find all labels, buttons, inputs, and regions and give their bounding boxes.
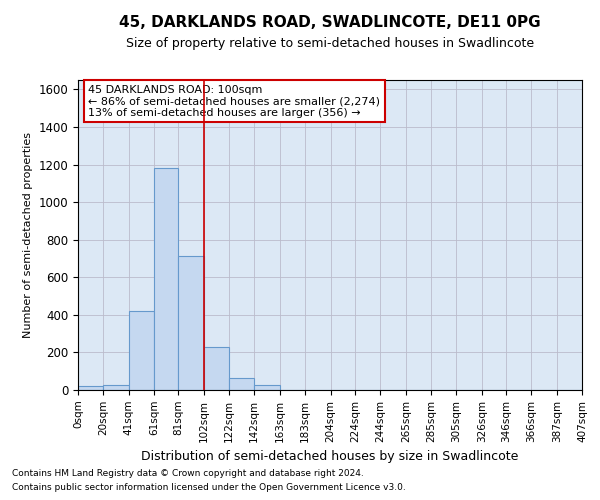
Bar <box>78 386 103 390</box>
Bar <box>103 386 129 390</box>
Text: Contains public sector information licensed under the Open Government Licence v3: Contains public sector information licen… <box>12 484 406 492</box>
Bar <box>129 311 154 390</box>
Bar <box>229 378 254 390</box>
X-axis label: Distribution of semi-detached houses by size in Swadlincote: Distribution of semi-detached houses by … <box>142 450 518 463</box>
Text: 45, DARKLANDS ROAD, SWADLINCOTE, DE11 0PG: 45, DARKLANDS ROAD, SWADLINCOTE, DE11 0P… <box>119 15 541 30</box>
Y-axis label: Number of semi-detached properties: Number of semi-detached properties <box>23 132 33 338</box>
Bar <box>178 256 205 390</box>
Bar <box>205 347 229 390</box>
Text: Contains HM Land Registry data © Crown copyright and database right 2024.: Contains HM Land Registry data © Crown c… <box>12 468 364 477</box>
Text: 45 DARKLANDS ROAD: 100sqm
← 86% of semi-detached houses are smaller (2,274)
13% : 45 DARKLANDS ROAD: 100sqm ← 86% of semi-… <box>88 84 380 118</box>
Bar <box>254 386 280 390</box>
Text: Size of property relative to semi-detached houses in Swadlincote: Size of property relative to semi-detach… <box>126 38 534 51</box>
Bar <box>154 168 178 390</box>
